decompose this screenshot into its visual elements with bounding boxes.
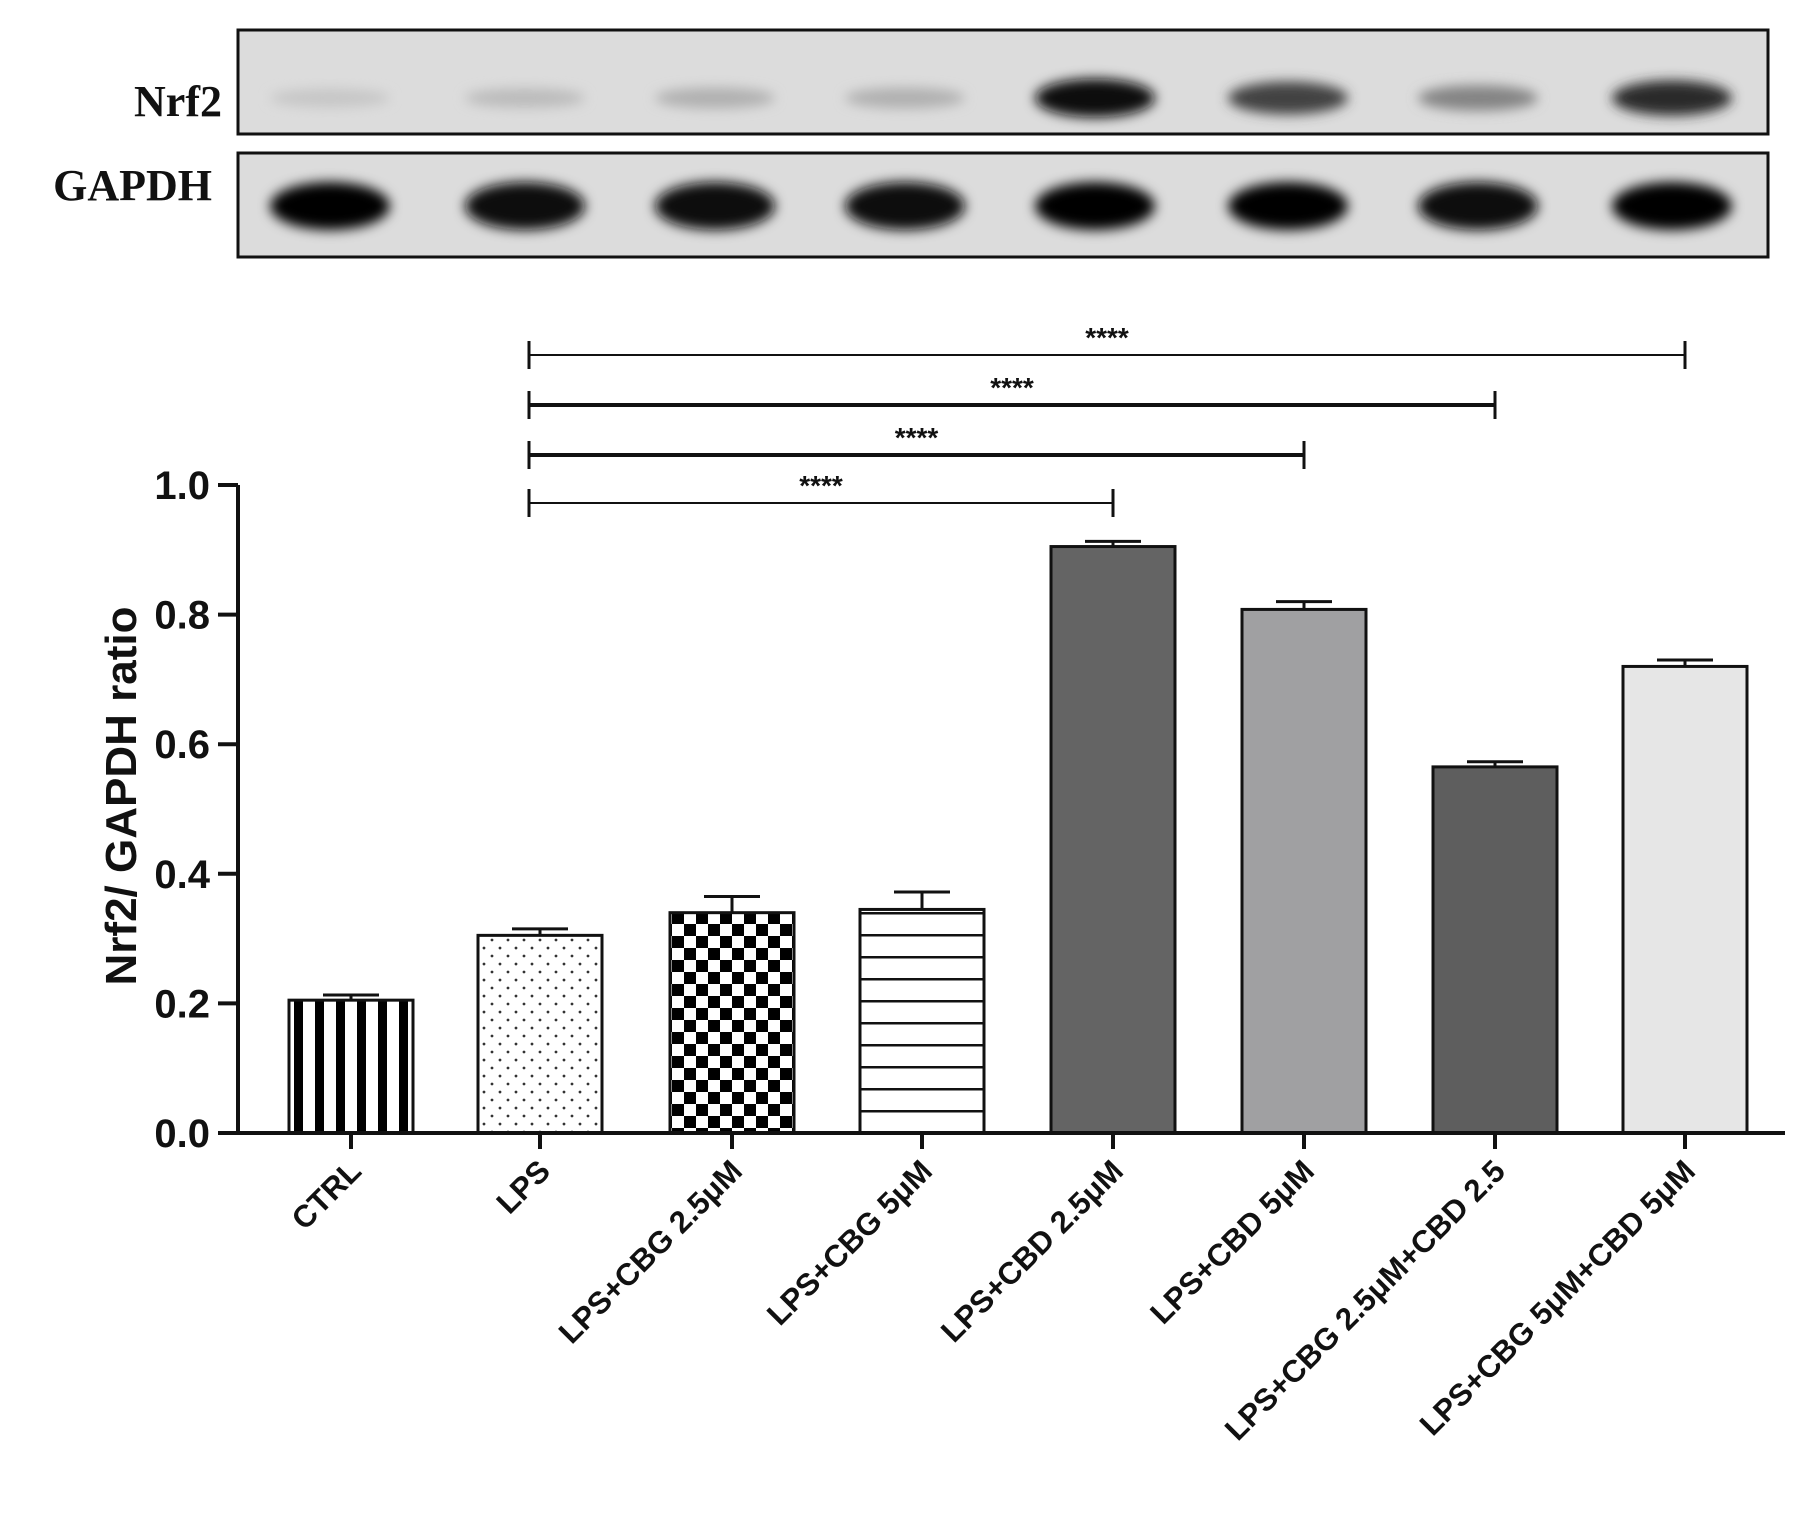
bar xyxy=(1431,765,1559,1135)
y-tick-label: 0.6 xyxy=(154,723,210,767)
blot-row-label-gapdh: GAPDH xyxy=(53,161,212,210)
bar xyxy=(858,907,986,1135)
blot-band xyxy=(270,88,390,108)
blot-band xyxy=(1035,182,1155,230)
x-tick-label: CTRL xyxy=(285,1153,368,1236)
significance-label: **** xyxy=(799,470,843,501)
blot-band xyxy=(465,182,585,230)
blot-band xyxy=(1228,182,1348,230)
western-blot: Nrf2 GAPDH xyxy=(53,28,1770,259)
bar xyxy=(1049,545,1177,1135)
x-tick-label: LPS+CBG 2.5μM xyxy=(552,1153,749,1350)
y-axis: 0.0 0.2 0.4 0.6 0.8 1.0 xyxy=(154,464,240,1156)
blot-band xyxy=(1418,85,1538,111)
bar xyxy=(476,933,604,1135)
x-tick-label: LPS+CBG 5μM xyxy=(760,1153,939,1332)
bars xyxy=(287,545,1749,1135)
blot-band xyxy=(655,87,775,109)
bar-chart: **** **** **** **** 0.0 0.2 0.4 0.6 0.8 1.0 CTRL… xyxy=(97,322,1785,1447)
blot-strip-nrf2 xyxy=(236,28,1770,136)
y-tick-label: 1.0 xyxy=(154,464,210,508)
x-tick-label: LPS+CBD 2.5μM xyxy=(934,1153,1130,1349)
y-tick-label: 0.2 xyxy=(154,982,210,1026)
bar xyxy=(1621,664,1749,1135)
blot-band xyxy=(655,182,775,230)
blot-band xyxy=(1418,182,1538,230)
bar xyxy=(1240,607,1368,1135)
significance-label: **** xyxy=(990,372,1034,403)
y-axis-title: Nrf2/ GAPDH ratio xyxy=(97,607,146,986)
blot-band xyxy=(1035,78,1155,118)
blot-row-label-nrf2: Nrf2 xyxy=(134,77,222,126)
significance-label: **** xyxy=(895,422,939,453)
y-tick-label: 0.8 xyxy=(154,594,210,638)
blot-band xyxy=(1228,81,1348,115)
blot-band xyxy=(1612,80,1732,116)
blot-band xyxy=(1612,182,1732,230)
blot-bands-gapdh xyxy=(270,182,1732,230)
bar xyxy=(668,911,796,1135)
blot-band xyxy=(270,182,390,230)
significance-label: **** xyxy=(1085,322,1129,353)
significance-brackets: **** **** **** **** xyxy=(527,322,1687,517)
blot-band xyxy=(465,88,585,108)
y-tick-label: 0.4 xyxy=(154,853,210,897)
blot-band xyxy=(845,87,965,109)
x-tick-label: LPS+CBD 5μM xyxy=(1143,1153,1321,1331)
blot-band xyxy=(845,182,965,230)
x-tick-label: LPS xyxy=(490,1153,557,1220)
error-bars xyxy=(323,539,1713,1001)
bar xyxy=(287,998,415,1135)
y-tick-label: 0.0 xyxy=(154,1112,210,1156)
blot-bands-nrf2 xyxy=(270,78,1732,118)
